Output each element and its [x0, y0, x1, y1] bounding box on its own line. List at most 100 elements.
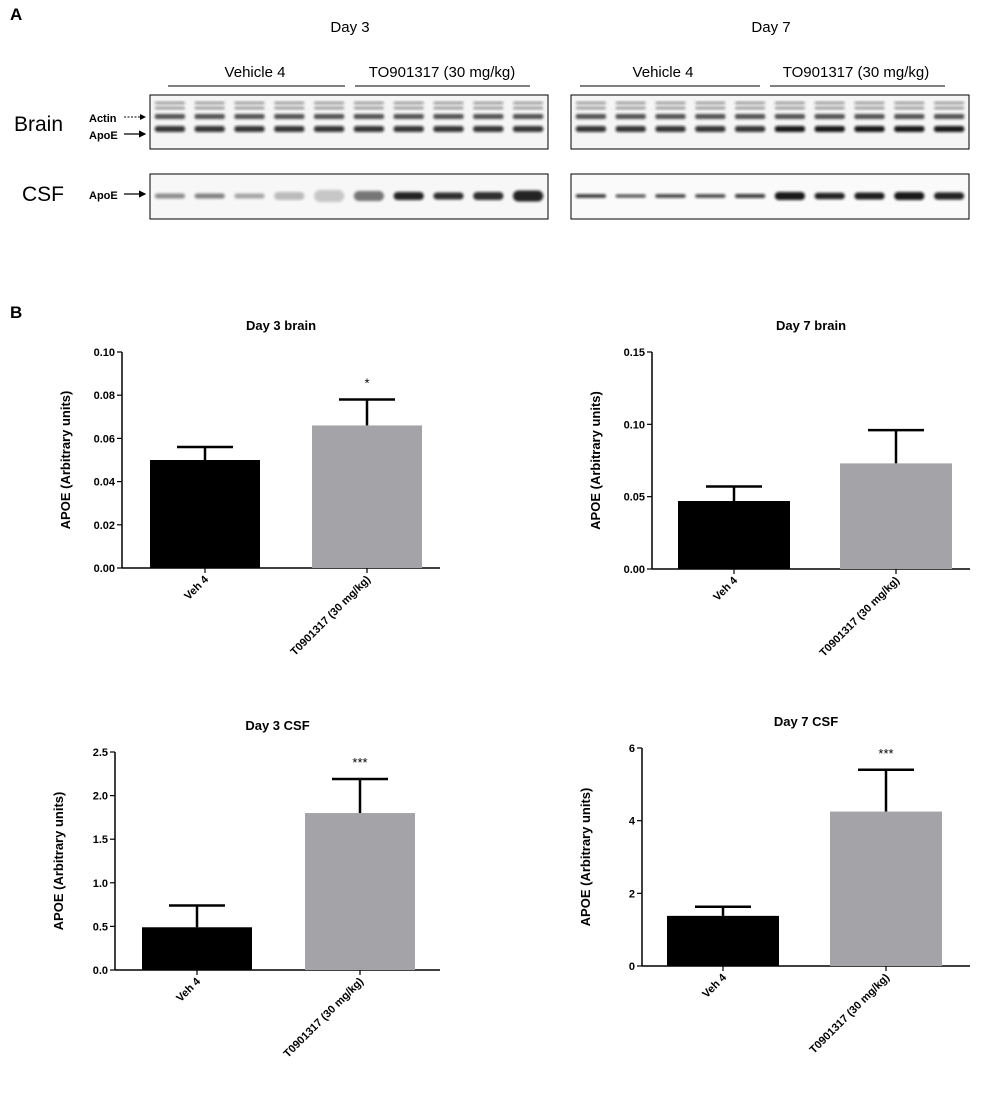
category-label: Veh 4	[174, 975, 203, 1004]
y-axis-label: APOE (Arbitrary units)	[58, 391, 73, 530]
significance-marker: ***	[352, 755, 367, 770]
day7-brain-actin-band	[734, 114, 766, 119]
y-axis-label: APOE (Arbitrary units)	[51, 792, 66, 931]
day7-csf-apoe-band	[854, 192, 885, 200]
day7-brain-apoe-band	[854, 126, 885, 132]
day7-csf-apoe-band	[575, 194, 607, 198]
day3-csf-apoe-band	[313, 190, 345, 202]
day3-brain-upper-band	[313, 101, 345, 105]
day3-csf-apoe-band	[274, 192, 305, 200]
day7-brain-actin-band	[695, 114, 726, 119]
chart-0: Day 3 brain APOE (Arbitrary units) 0.00 0.0…	[58, 318, 440, 658]
day3-brain-apoe-band	[512, 126, 544, 132]
day7-brain-upper-band	[575, 101, 607, 105]
csf-row-label: CSF	[22, 183, 64, 206]
day7-csf-apoe-band	[774, 192, 806, 200]
csf-apoe-band-label: ApoE	[89, 190, 118, 202]
day7-csf-apoe-band	[894, 192, 925, 200]
day3-label: Day 3	[330, 19, 369, 36]
day7-brain-apoe-band	[734, 126, 766, 132]
y-tick-label: 0.05	[624, 492, 645, 504]
day7-brain-upper-band	[814, 101, 845, 105]
panel-b-letter: B	[10, 303, 22, 322]
chart-title: Day 7 brain	[776, 318, 846, 333]
y-tick-label: 0.08	[94, 390, 115, 402]
day7-brain-upper-band	[695, 106, 726, 110]
y-tick-label: 2.0	[93, 791, 108, 803]
day7-header: Day 7 Vehicle 4 TO901317 (30 mg/kg)	[580, 19, 945, 87]
y-tick-label: 2	[629, 888, 635, 900]
day7-brain-upper-band	[933, 101, 965, 105]
chart-title: Day 3 brain	[246, 318, 316, 333]
day3-brain-upper-band	[194, 106, 225, 110]
chart-title: Day 7 CSF	[774, 714, 838, 729]
y-tick-label: 0.10	[624, 419, 645, 431]
y-tick-label: 0.00	[94, 563, 115, 575]
panel-a-letter: A	[10, 5, 22, 24]
chart-2: Day 3 CSF APOE (Arbitrary units) 0.0 0.5 1.0…	[51, 718, 440, 1060]
bar	[667, 915, 779, 966]
panel-b: B Day 3 brain APOE (Arbitrary units) 0.00 0…	[10, 303, 970, 1060]
y-tick-label: 0.04	[94, 477, 116, 489]
day3-brain-actin-band	[234, 114, 265, 119]
y-tick-label: 2.5	[93, 747, 108, 759]
day7-brain-actin-band	[854, 114, 885, 119]
day3-brain-actin-band	[353, 114, 385, 119]
day7-brain-apoe-band	[615, 126, 646, 132]
day3-brain-upper-band	[433, 101, 464, 105]
day7-brain-apoe-band	[695, 126, 726, 132]
day7-brain-upper-band	[615, 106, 646, 110]
day7-brain-apoe-band	[894, 126, 925, 132]
y-tick-label: 0.02	[94, 520, 115, 532]
day7-brain-actin-band	[655, 114, 686, 119]
category-label: T0901317 (30 mg/kg)	[808, 971, 893, 1056]
day3-brain-apoe-band	[234, 126, 265, 132]
day7-brain-actin-band	[774, 114, 806, 119]
category-label: Veh 4	[182, 573, 211, 602]
bar	[830, 811, 942, 966]
day7-brain-upper-band	[774, 106, 806, 110]
y-tick-label: 0.5	[93, 921, 108, 933]
day7-brain-upper-band	[575, 106, 607, 110]
day3-brain-upper-band	[274, 106, 305, 110]
day7-csf-apoe-band	[933, 192, 965, 200]
y-tick-label: 0.10	[94, 347, 115, 359]
bar-charts: Day 3 brain APOE (Arbitrary units) 0.00 0.0…	[51, 318, 970, 1060]
day7-csf-apoe-band	[814, 192, 845, 200]
day3-brain-upper-band	[433, 106, 464, 110]
day3-brain-apoe-band	[274, 126, 305, 132]
day7-brain-actin-band	[575, 114, 607, 119]
day7-brain-upper-band	[734, 106, 766, 110]
day3-brain-upper-band	[353, 101, 385, 105]
day7-brain-apoe-band	[774, 126, 806, 132]
day3-brain-actin-band	[194, 114, 225, 119]
day3-brain-upper-band	[194, 101, 225, 105]
day7-brain-actin-band	[894, 114, 925, 119]
day7-brain-upper-band	[854, 101, 885, 105]
significance-marker: *	[364, 376, 369, 391]
day7-brain-actin-band	[933, 114, 965, 119]
day3-brain-upper-band	[353, 106, 385, 110]
day3-csf-apoe-band	[234, 193, 265, 199]
day3-brain-upper-band	[473, 106, 504, 110]
brain-apoe-band-label: ApoE	[89, 130, 118, 142]
day7-vehicle-label: Vehicle 4	[633, 64, 694, 81]
day3-csf-apoe-band	[154, 193, 186, 199]
day7-treatment-label: TO901317 (30 mg/kg)	[783, 64, 929, 81]
day7-brain-actin-band	[615, 114, 646, 119]
bar	[150, 460, 260, 568]
significance-marker: ***	[878, 746, 893, 761]
y-tick-label: 1.5	[93, 834, 108, 846]
category-label: T0901317 (30 mg/kg)	[282, 975, 367, 1060]
category-label: Veh 4	[711, 574, 740, 603]
day3-brain-apoe-band	[313, 126, 345, 132]
day3-csf-apoe-band	[194, 193, 225, 199]
y-tick-label: 0.0	[93, 965, 108, 977]
day3-csf-apoe-band	[353, 191, 385, 201]
day7-brain-upper-band	[774, 101, 806, 105]
day3-brain-upper-band	[154, 101, 186, 105]
day3-csf-apoe-band	[473, 192, 504, 200]
y-tick-label: 0.06	[94, 433, 115, 445]
day7-brain-upper-band	[894, 106, 925, 110]
day3-brain-apoe-band	[393, 126, 424, 132]
